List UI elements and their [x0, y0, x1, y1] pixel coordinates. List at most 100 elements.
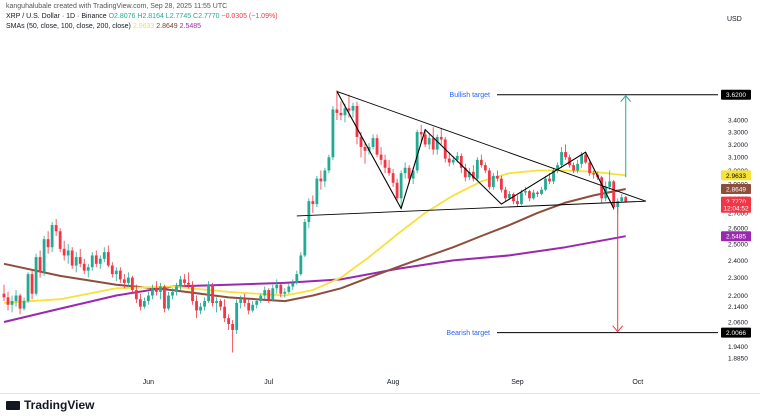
- change-value: −0.0305 (−1.09%): [221, 13, 278, 20]
- candle-body: [155, 288, 158, 292]
- y-tick-label: 3.3000: [728, 130, 748, 137]
- candle-body: [58, 231, 62, 249]
- candle-body: [483, 165, 487, 171]
- candle-body: [520, 192, 523, 205]
- candle-body: [508, 193, 511, 199]
- x-tick-label: Jul: [264, 379, 273, 386]
- candle-body: [463, 167, 467, 178]
- candle-body: [323, 170, 327, 182]
- candle-body: [479, 159, 483, 166]
- symbol-line: XRP / U.S. Dollar · 1D · Binance O2.8076…: [6, 13, 278, 20]
- candle-body: [167, 295, 170, 309]
- sma-label: SMAs (50, close, 100, close, 200, close): [6, 23, 131, 30]
- candle-body: [299, 255, 303, 275]
- candle-body: [159, 286, 162, 292]
- sma200-line: [3, 235, 626, 323]
- bearish-target-label: Bearish target: [446, 330, 490, 337]
- price-tag-timer: 12:04:52: [723, 205, 749, 212]
- candle-body: [191, 284, 194, 302]
- candle-body: [592, 173, 596, 175]
- candle-body: [163, 286, 166, 309]
- price-tag-bg: [721, 327, 751, 338]
- candle-body: [387, 167, 391, 174]
- candle-body: [130, 277, 134, 291]
- candle-body: [487, 170, 491, 187]
- triangle-lower-line: [296, 200, 646, 217]
- x-tick-label: Jun: [143, 379, 154, 386]
- candle-body: [82, 263, 86, 271]
- candle-body: [183, 279, 186, 283]
- price-tag-last: 2.7770: [726, 199, 746, 206]
- candle-body: [22, 301, 26, 309]
- price-tag-sma100: 2.8649: [726, 187, 746, 194]
- ohlc-values: O2.8076 H2.8164 L2.7745 C2.7770: [108, 13, 220, 20]
- candle-body: [263, 290, 267, 296]
- candle-body: [375, 138, 379, 155]
- y-tick-label: 2.6000: [728, 226, 748, 233]
- candle-body: [584, 154, 588, 163]
- candle-body: [512, 193, 515, 202]
- candle-body: [568, 157, 571, 166]
- candle-body: [30, 274, 34, 294]
- tradingview-logo[interactable]: TradingView: [6, 398, 94, 412]
- y-tick-label: 1.8850: [728, 355, 748, 362]
- candle-body: [315, 178, 319, 205]
- candle-body: [371, 138, 375, 147]
- candle-body: [556, 165, 559, 171]
- candle-body: [363, 146, 367, 151]
- price-tag-bg: [721, 202, 751, 213]
- sma50-line: [3, 169, 626, 304]
- candle-body: [74, 257, 78, 266]
- price-tag-black: 3.6200: [726, 92, 746, 99]
- candle-body: [347, 108, 351, 111]
- candle-body: [215, 301, 218, 303]
- candle-body: [255, 301, 259, 305]
- candle-body: [231, 324, 235, 330]
- candle-body: [102, 252, 106, 259]
- candle-body: [70, 250, 74, 266]
- candle-body: [407, 167, 411, 179]
- candle-body: [439, 136, 443, 140]
- candle-body: [459, 155, 463, 168]
- candle-body: [451, 159, 455, 163]
- candle-body: [10, 301, 14, 305]
- price-tag-bg: [721, 89, 751, 100]
- sma100-value: 2.8649: [156, 23, 178, 30]
- price-chart-svg[interactable]: Bullish target Bearish target 3.4000 3.300…: [0, 0, 760, 393]
- candle-body: [207, 284, 210, 302]
- candle-body: [42, 239, 46, 273]
- price-tag-bg: [721, 170, 751, 181]
- candle-body: [580, 154, 584, 164]
- x-tick-label: Sep: [511, 379, 524, 386]
- candle-body: [544, 178, 547, 190]
- candle-body: [126, 277, 130, 283]
- candle-body: [86, 267, 90, 271]
- candle-body: [18, 295, 22, 309]
- candle-body: [295, 274, 299, 283]
- price-tag-sma50: 2.9633: [726, 173, 746, 180]
- candle-body: [564, 152, 567, 158]
- candle-body: [528, 191, 531, 199]
- candle-body: [211, 284, 214, 303]
- candle-body: [608, 181, 612, 187]
- candle-body: [620, 197, 624, 202]
- candle-body: [251, 304, 255, 311]
- candle-body: [391, 173, 395, 183]
- candle-body: [235, 302, 239, 330]
- candle-body: [239, 299, 243, 303]
- candle-body: [419, 132, 423, 135]
- candle-body: [455, 155, 459, 160]
- candle-body: [415, 132, 419, 171]
- candle-body: [335, 109, 339, 113]
- y-tick-label: 2.0600: [728, 320, 748, 327]
- candle-body: [411, 170, 415, 179]
- candle-body: [532, 192, 535, 199]
- candle-body: [271, 288, 275, 300]
- candle-body: [576, 163, 580, 171]
- candle-body: [588, 162, 592, 174]
- candles: [2, 90, 628, 353]
- brand-name: TradingView: [24, 398, 95, 412]
- candle-body: [219, 301, 223, 307]
- candle-body: [90, 255, 94, 268]
- candle-body: [572, 165, 575, 171]
